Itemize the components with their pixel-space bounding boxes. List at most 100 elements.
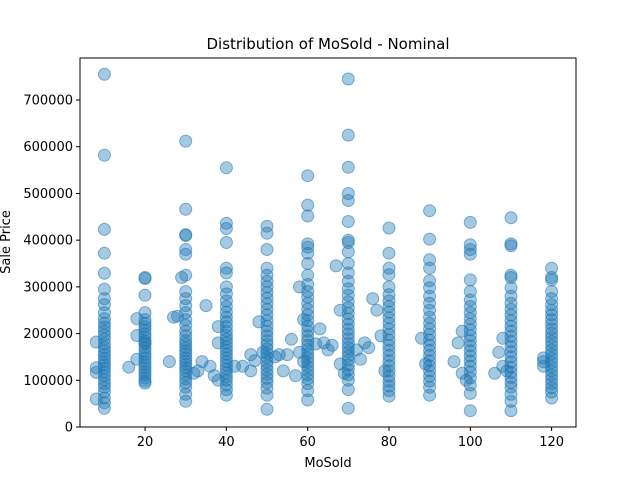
- data-point: [260, 243, 274, 256]
- data-point: [301, 257, 315, 270]
- y-tick-label: 400000: [23, 234, 73, 249]
- data-point: [260, 319, 274, 333]
- data-point: [301, 368, 315, 382]
- data-point: [423, 303, 437, 317]
- data-point: [451, 336, 465, 350]
- data-point: [289, 369, 302, 383]
- data-point: [138, 327, 152, 341]
- data-point: [97, 246, 111, 260]
- data-point: [504, 404, 518, 418]
- data-point: [463, 329, 477, 342]
- plot-frame: [79, 57, 577, 428]
- data-point: [301, 246, 315, 260]
- data-point: [341, 327, 355, 341]
- data-point: [260, 388, 274, 402]
- data-point: [89, 392, 103, 406]
- data-point: [463, 344, 477, 358]
- data-point: [179, 243, 193, 256]
- data-point: [382, 268, 396, 282]
- data-point: [89, 365, 103, 379]
- data-point: [382, 338, 396, 352]
- data-point: [504, 345, 518, 359]
- data-point: [382, 364, 396, 378]
- data-point: [341, 358, 355, 372]
- data-point: [382, 343, 396, 357]
- data-point: [423, 364, 437, 378]
- data-point: [504, 319, 518, 333]
- data-point: [179, 299, 193, 313]
- data-point: [97, 148, 111, 162]
- data-point: [260, 329, 274, 343]
- data-point: [423, 338, 437, 352]
- data-point: [219, 340, 233, 354]
- data-point: [236, 359, 250, 373]
- data-point: [138, 351, 152, 365]
- data-point: [423, 359, 437, 373]
- data-point: [341, 128, 355, 142]
- data-point: [341, 257, 355, 270]
- data-point: [260, 402, 274, 416]
- y-tick-label: 700000: [23, 94, 73, 109]
- data-point: [463, 243, 477, 256]
- data-point: [423, 369, 437, 383]
- data-point: [341, 215, 355, 228]
- data-point: [504, 211, 518, 225]
- data-point: [423, 289, 437, 303]
- data-point: [219, 287, 233, 301]
- data-point: [504, 394, 518, 408]
- data-point: [504, 329, 518, 343]
- data-point: [362, 341, 376, 355]
- data-point: [179, 394, 193, 408]
- data-point: [545, 273, 559, 287]
- data-point: [179, 292, 193, 306]
- data-point: [179, 347, 193, 361]
- data-point: [301, 384, 315, 398]
- data-point: [463, 404, 477, 418]
- data-point: [382, 389, 396, 403]
- data-point: [545, 317, 559, 331]
- y-axis-label: Sale Price: [0, 210, 14, 274]
- data-point: [463, 354, 477, 368]
- data-point: [341, 274, 355, 288]
- data-point: [219, 315, 233, 329]
- data-point: [463, 247, 477, 261]
- data-point: [382, 349, 396, 362]
- data-point: [89, 361, 103, 375]
- data-point: [219, 161, 233, 175]
- data-point: [463, 273, 477, 287]
- data-point: [97, 401, 111, 415]
- data-point: [179, 344, 193, 358]
- data-point: [260, 226, 274, 240]
- y-tick-label: 0: [65, 421, 73, 436]
- data-point: [179, 202, 193, 216]
- data-point: [301, 237, 315, 251]
- data-point: [284, 332, 298, 346]
- data-point: [423, 354, 437, 368]
- data-point: [492, 345, 506, 359]
- data-point: [423, 204, 437, 218]
- data-point: [341, 245, 355, 259]
- data-point: [496, 331, 510, 345]
- data-point: [463, 238, 477, 252]
- y-tick-label: 600000: [23, 140, 73, 155]
- data-point: [504, 289, 518, 303]
- data-points: [89, 67, 559, 418]
- data-point: [97, 282, 111, 296]
- data-point: [122, 360, 136, 374]
- data-point: [301, 268, 315, 282]
- data-point: [179, 229, 193, 242]
- data-point: [504, 350, 518, 364]
- data-point: [199, 299, 213, 313]
- data-point: [382, 354, 396, 368]
- data-point: [366, 292, 380, 306]
- data-point: [97, 351, 111, 365]
- data-point: [219, 351, 233, 365]
- data-point: [333, 303, 347, 317]
- data-point: [341, 187, 355, 200]
- data-point: [341, 332, 355, 346]
- data-point: [463, 334, 477, 348]
- data-point: [219, 222, 233, 235]
- data-point: [504, 271, 518, 284]
- data-point: [97, 222, 111, 236]
- y-axis-ticks: 0 100000 200000 300000 400000 500000 600000 700…: [23, 94, 80, 436]
